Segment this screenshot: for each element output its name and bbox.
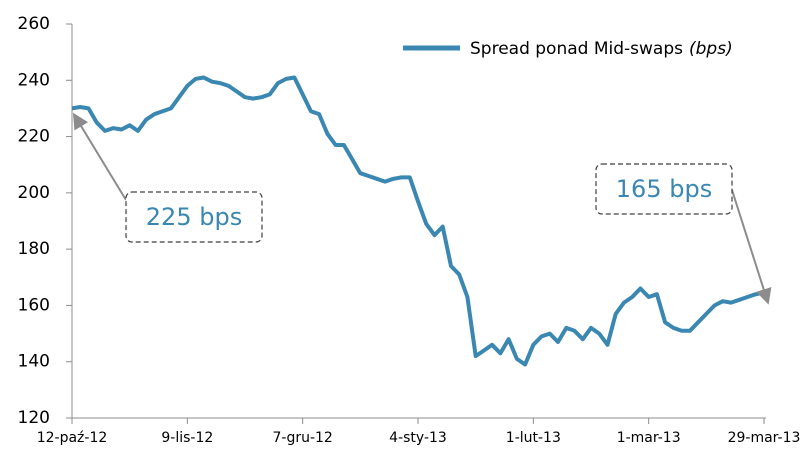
y-tick-label: 160 bbox=[18, 295, 50, 315]
y-tick-label: 240 bbox=[18, 70, 50, 90]
y-tick-label: 220 bbox=[18, 127, 50, 147]
y-tick-label: 200 bbox=[18, 183, 50, 203]
annotation-box bbox=[125, 191, 263, 243]
annotation-arrow bbox=[731, 189, 772, 305]
x-tick-label: 1-lut-13 bbox=[506, 430, 561, 446]
annotation-text: 165 bps bbox=[616, 175, 712, 203]
x-tick-label: 4-sty-13 bbox=[389, 430, 447, 446]
line bbox=[71, 75, 765, 367]
x-tick-label: 29-mar-13 bbox=[728, 430, 801, 446]
annotation-text: 225 bps bbox=[146, 203, 242, 231]
y-tick-label: 180 bbox=[18, 239, 50, 259]
x-tick-label: 7-gru-12 bbox=[272, 430, 332, 446]
y-tick-label: 140 bbox=[18, 352, 50, 372]
x-tick-label: 12-paź-12 bbox=[37, 430, 108, 446]
x-tick-label: 1-mar-13 bbox=[617, 430, 681, 446]
legend-unit: (bps) bbox=[689, 39, 733, 59]
legend-name: Spread ponad Mid-swaps bbox=[470, 39, 683, 59]
y-tick-label: 260 bbox=[18, 14, 50, 34]
legend-label: Spread ponad Mid-swaps (bps) bbox=[470, 39, 733, 59]
y-tick-label: 120 bbox=[18, 408, 50, 428]
annotation-box bbox=[595, 163, 733, 215]
annotation-arrow bbox=[72, 112, 127, 201]
x-tick-label: 9-lis-12 bbox=[161, 430, 213, 446]
